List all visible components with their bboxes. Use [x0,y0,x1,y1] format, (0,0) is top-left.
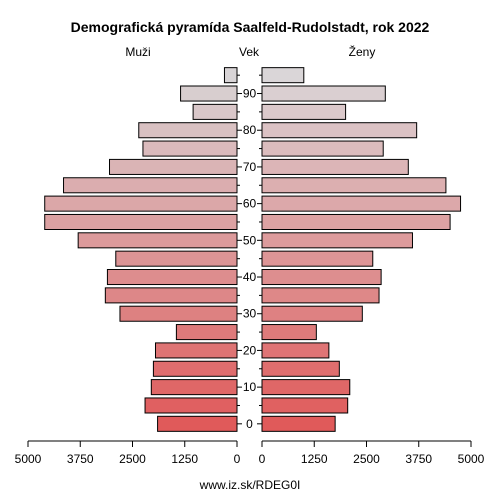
male-bar-75-79 [142,140,238,157]
male-bar-85-89 [192,103,238,120]
female-bar-70-74 [261,158,409,175]
chart-title: Demografická pyramída Saalfeld-Rudolstad… [71,19,430,35]
age-tick-label: 60 [243,197,257,211]
age-tick-label: 50 [243,233,257,247]
male-header: Muži [125,45,150,59]
x-tick-label: 3750 [405,452,432,466]
x-tick-label: 2500 [119,452,146,466]
male-x-axis: 5000 3750 2500 1250 0 [15,440,241,466]
male-bar-90+ [180,85,238,102]
female-bar-80-84 [261,122,418,139]
female-bar-25-29 [261,324,317,341]
male-bar-55-59 [44,213,238,230]
male-bar-10-14 [150,379,238,396]
female-bar-35-39 [261,287,380,304]
female-bar-5-9 [261,397,349,414]
x-tick-label: 5000 [15,452,42,466]
female-bar-undefined [261,67,305,84]
male-bar-15-19 [152,360,238,377]
male-bar-0-4 [157,415,238,432]
female-bar-10-14 [261,379,351,396]
age-axis: 0 10 20 30 40 50 60 70 80 90 [237,74,262,431]
female-bar-85-89 [261,103,347,120]
age-tick-label: 90 [243,87,257,101]
female-bar-45-49 [261,250,374,267]
male-bar-25-29 [175,324,238,341]
male-bars [44,67,238,432]
male-bar-20-24 [154,342,238,359]
x-tick-label: 0 [234,452,241,466]
age-tick-label: 80 [243,123,257,137]
female-x-axis: 0 1250 2500 3750 5000 [259,440,485,466]
male-bar-70-74 [109,158,238,175]
source-footer: www.iz.sk/RDEG0I [199,478,301,492]
age-tick-label: 20 [243,343,257,357]
male-bar-40-44 [106,269,238,286]
age-tick-label: 30 [243,307,257,321]
age-tick-label: 40 [243,270,257,284]
x-tick-label: 5000 [458,452,485,466]
male-bar-45-49 [115,250,238,267]
age-header: Vek [239,45,260,59]
male-bar-35-39 [104,287,238,304]
age-tick-label: 0 [246,417,253,431]
male-bar-65-69 [63,177,238,194]
female-bar-55-59 [261,213,451,230]
female-bar-60-64 [261,195,462,212]
x-tick-label: 1250 [301,452,328,466]
x-tick-label: 0 [259,452,266,466]
male-bar-60-64 [44,195,238,212]
female-bar-40-44 [261,269,382,286]
female-bar-65-69 [261,177,447,194]
female-bar-15-19 [261,360,340,377]
male-bar-undefined [223,67,238,84]
female-bar-0-4 [261,415,336,432]
female-header: Ženy [349,44,376,59]
female-bar-50-54 [261,232,413,249]
male-bar-50-54 [77,232,238,249]
female-bar-20-24 [261,342,330,359]
age-tick-label: 70 [243,160,257,174]
male-bar-80-84 [138,122,238,139]
female-bar-30-34 [261,305,363,322]
female-bars [261,67,462,432]
x-tick-label: 2500 [353,452,380,466]
female-bar-90+ [261,85,386,102]
x-tick-label: 1250 [171,452,198,466]
male-bar-5-9 [144,397,238,414]
x-tick-label: 3750 [67,452,94,466]
female-bar-75-79 [261,140,384,157]
male-bar-30-34 [119,305,238,322]
age-tick-label: 10 [243,380,257,394]
